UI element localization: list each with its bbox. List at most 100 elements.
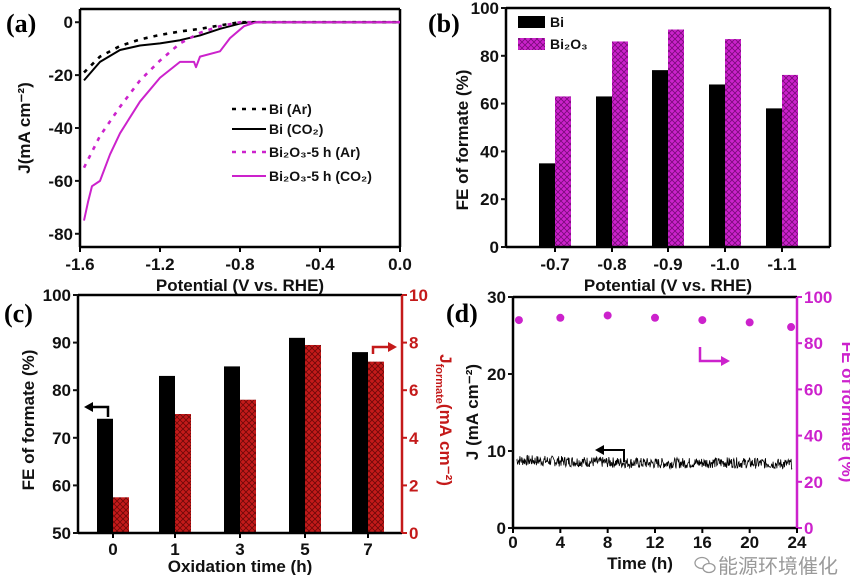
bar-b-bi2o3 <box>555 96 571 248</box>
x-tick-label-d: 24 <box>788 533 807 552</box>
bar-b-bi2o3 <box>725 39 741 247</box>
y-tick-label-c-right: 0 <box>409 524 418 543</box>
y-tick-label-d: 30 <box>487 288 506 307</box>
x-tick-label-c: 7 <box>363 540 372 559</box>
bar-c-fe <box>159 375 175 533</box>
fe-point-d <box>651 313 659 322</box>
x-tick-label-a: -0.8 <box>225 255 254 274</box>
legend-label-b: Bi₂O₃ <box>550 36 588 52</box>
x-tick-label-b: -0.9 <box>653 255 682 274</box>
y-tick-label-c: 70 <box>52 429 71 448</box>
x-tick-label-d: 20 <box>740 533 759 552</box>
bar-c-j <box>305 344 321 533</box>
left-axis-arrow-icon <box>90 405 110 417</box>
arrowhead-icon <box>84 402 93 412</box>
bar-c-fe <box>224 366 240 533</box>
bar-b-bi <box>766 108 782 247</box>
legend-swatch-b <box>518 38 545 50</box>
y-axis-label-right-c: Jformate(mA cm⁻²) <box>433 354 455 486</box>
y-tick-label-c-right: 6 <box>409 381 418 400</box>
y-tick-label-a: -40 <box>48 119 73 138</box>
y-tick-label-b: 80 <box>480 47 499 66</box>
legend-swatch-b <box>518 16 545 28</box>
series-line-a-1 <box>83 21 400 82</box>
y-tick-label-d-right: 20 <box>804 473 823 492</box>
y-axis-label-b: FE of formate (%) <box>453 70 472 211</box>
x-tick-label-d: 0 <box>508 533 517 552</box>
arrowhead-icon <box>721 356 730 366</box>
fe-point-d <box>745 318 754 327</box>
y-tick-label-d: 20 <box>487 365 506 384</box>
panel-label-c: (c) <box>4 299 33 328</box>
bar-c-j <box>240 399 256 533</box>
y-tick-label-d-right: 0 <box>804 519 813 538</box>
x-tick-label-d: 4 <box>556 533 566 552</box>
y-tick-label-a: -80 <box>48 225 73 244</box>
bar-c-fe <box>289 337 305 533</box>
y-tick-label-d-right: 100 <box>804 288 832 307</box>
y-tick-label-a: -60 <box>48 172 73 191</box>
x-axis-label-b: Potential (V vs. RHE) <box>584 276 752 295</box>
y-tick-label-c-right: 2 <box>409 476 418 495</box>
legend-label-a: Bi (CO₂) <box>269 121 323 137</box>
left-axis-arrow-icon <box>602 449 625 462</box>
bar-c-j <box>368 361 384 533</box>
y-tick-label-d-right: 60 <box>804 380 823 399</box>
y-tick-label-c: 80 <box>52 381 71 400</box>
bar-c-fe <box>352 352 368 533</box>
legend-label-a: Bi₂O₃-5 h (CO₂) <box>269 168 372 184</box>
x-tick-label-b: -0.7 <box>540 255 569 274</box>
bar-c-j <box>113 497 129 533</box>
x-tick-label-a: -1.6 <box>65 255 94 274</box>
right-axis-arrow-icon <box>698 347 722 363</box>
fe-point-d <box>556 313 565 322</box>
bar-b-bi <box>709 84 725 247</box>
x-tick-label-c: 3 <box>235 540 244 559</box>
arrowhead-icon <box>388 342 397 352</box>
panel-label-d: (d) <box>446 299 478 328</box>
current-trace-d <box>516 454 793 471</box>
legend-label-a: Bi (Ar) <box>269 101 312 117</box>
y-tick-label-a: 0 <box>64 13 73 32</box>
fe-point-d <box>603 311 612 320</box>
y-tick-label-d: 0 <box>497 519 506 538</box>
y-tick-label-c-right: 8 <box>409 334 418 353</box>
panel-d: (d) Time (h) J (mA cm⁻²) FE of formate (… <box>446 288 850 573</box>
arrowhead-icon <box>595 445 604 455</box>
bar-c-fe <box>97 418 113 533</box>
x-tick-label-d: 12 <box>646 533 665 552</box>
y-tick-label-b: 40 <box>480 142 499 161</box>
bar-b-bi2o3 <box>782 74 798 247</box>
watermark: 能源环境催化 <box>694 555 838 575</box>
wechat-icon <box>694 556 716 574</box>
y-tick-label-c: 100 <box>43 286 71 305</box>
bar-b-bi <box>539 163 555 247</box>
y-tick-label-c-right: 10 <box>409 286 428 305</box>
x-tick-label-b: -1.1 <box>767 255 796 274</box>
panel-b: (b) Potential (V vs. RHE) FE of formate … <box>428 0 832 295</box>
legend-label-b: Bi <box>550 14 564 30</box>
series-line-a-3 <box>83 21 400 221</box>
x-axis-label-c: Oxidation time (h) <box>168 557 313 575</box>
x-tick-label-b: -0.8 <box>597 255 626 274</box>
bar-b-bi2o3 <box>612 41 628 248</box>
fe-point-d <box>787 323 796 332</box>
y-tick-label-b: 60 <box>480 95 499 114</box>
y-axis-label-c: FE of formate (%) <box>19 350 38 491</box>
y-tick-label-b: 100 <box>471 0 499 18</box>
watermark-text: 能源环境催化 <box>718 555 838 575</box>
y-tick-label-c-right: 4 <box>409 429 419 448</box>
y-tick-label-b: 20 <box>480 190 499 209</box>
panel-label-a: (a) <box>6 9 36 38</box>
fe-point-d <box>698 316 707 325</box>
y-axis-label-d: J (mA cm⁻²) <box>463 364 482 460</box>
y-axis-label-right-d: FE of formate (%) <box>838 342 850 483</box>
right-axis-arrow-icon <box>371 345 390 354</box>
x-tick-label-c: 0 <box>108 540 117 559</box>
y-axis-label-a: J(mA cm⁻²) <box>15 82 34 173</box>
x-tick-label-a: 0.0 <box>388 255 412 274</box>
x-tick-label-c: 1 <box>170 540 179 559</box>
x-axis-label-d: Time (h) <box>607 554 673 573</box>
bar-c-j <box>175 414 191 533</box>
